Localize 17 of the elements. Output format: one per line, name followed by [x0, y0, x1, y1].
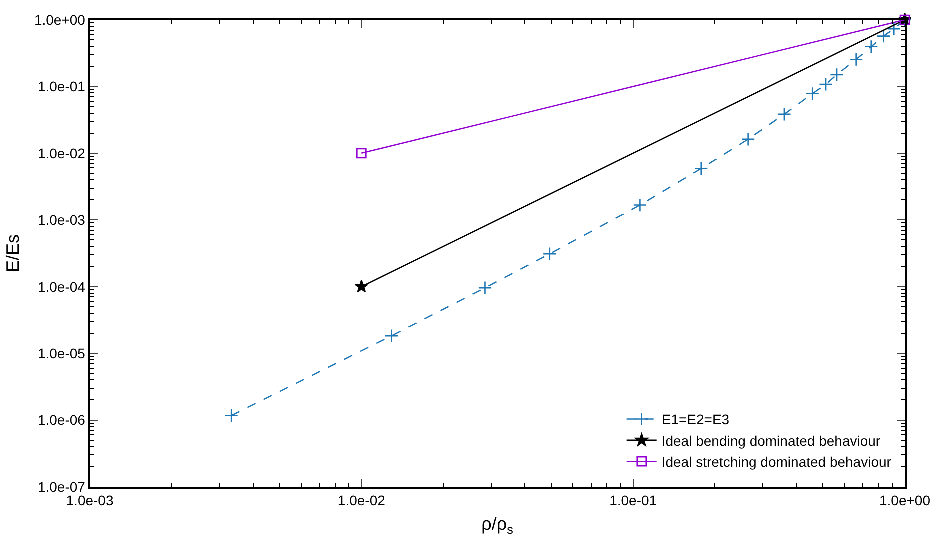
- legend-label: Ideal stretching dominated behaviour: [662, 454, 892, 470]
- y-tick-label: 1.0e+00: [34, 12, 86, 28]
- y-tick-label: 1.0e-07: [38, 478, 86, 495]
- x-axis-title: ρ/ρ$_{s}$: [482, 514, 514, 537]
- x-tick-label: 1.0e-03: [66, 492, 114, 509]
- x-tick-label: 1.0e+00: [880, 492, 931, 509]
- legend-label: E1=E2=E3: [662, 412, 730, 428]
- legend-label: Ideal bending dominated behaviour: [662, 432, 881, 449]
- y-tick-label: 1.0e-04: [38, 278, 86, 295]
- y-tick-label: 1.0e-06: [38, 412, 86, 428]
- x-tick-label: 1.0e-02: [338, 492, 386, 509]
- y-tick-label: 1.0e-02: [38, 145, 86, 162]
- y-tick-label: 1.0e-03: [38, 212, 86, 228]
- y-tick-label: 1.0e-01: [38, 78, 86, 95]
- y-tick-label: 1.0e-05: [38, 345, 86, 362]
- y-axis-title: E/Es: [3, 234, 24, 273]
- x-tick-label: 1.0e-01: [610, 492, 658, 509]
